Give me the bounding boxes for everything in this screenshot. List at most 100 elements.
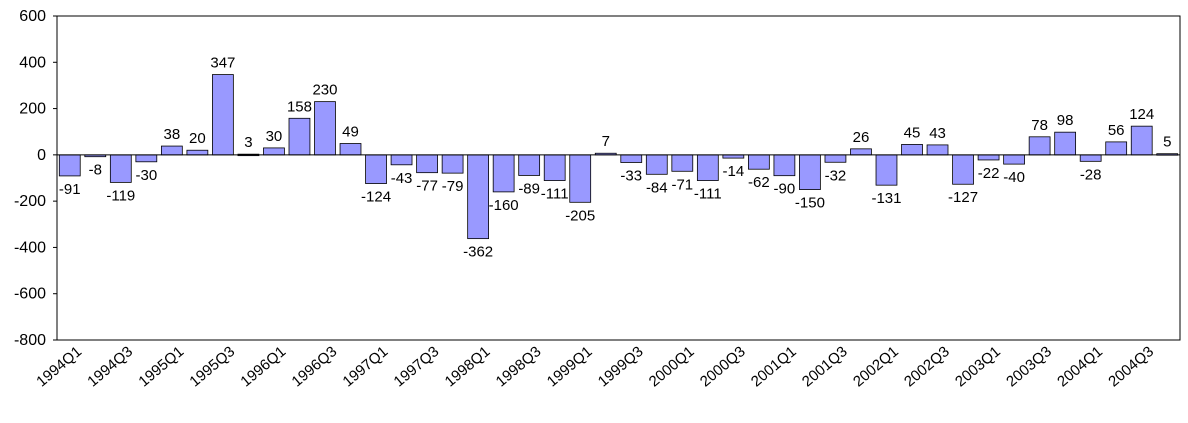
data-label: -91 (59, 181, 81, 198)
data-label: -32 (825, 167, 847, 184)
bar (263, 147, 285, 156)
data-label: 230 (312, 82, 337, 99)
bar (620, 154, 643, 163)
x-tick-label: 1999Q3 (595, 343, 647, 390)
x-tick-label: 1997Q3 (391, 343, 443, 390)
data-label: -90 (774, 181, 796, 198)
bar (492, 154, 515, 193)
data-label: 30 (266, 128, 283, 145)
data-label: 20 (189, 130, 206, 147)
x-tick-label: 2004Q1 (1054, 343, 1106, 390)
x-tick-label: 2004Q3 (1105, 343, 1157, 390)
y-tick-label: 400 (19, 54, 46, 71)
y-tick-label: -200 (14, 193, 46, 210)
data-label: -111 (694, 186, 722, 203)
data-label: -14 (723, 163, 745, 180)
data-label: -43 (391, 170, 413, 187)
data-label: -119 (106, 187, 135, 204)
data-label: 49 (342, 124, 359, 141)
data-label: -150 (795, 195, 825, 212)
y-tick-label: -600 (14, 286, 46, 303)
data-label: 45 (904, 124, 921, 141)
data-label: 43 (929, 125, 946, 142)
data-label: 26 (853, 129, 870, 146)
x-tick-label: 2003Q3 (1003, 343, 1055, 390)
data-label: 56 (1108, 122, 1125, 139)
data-label: -40 (1003, 169, 1025, 186)
bar (850, 148, 872, 156)
x-tick-label: 1996Q3 (288, 343, 340, 390)
data-label: 7 (602, 133, 610, 150)
bar (952, 154, 974, 185)
bar (518, 154, 541, 176)
bar (824, 154, 847, 163)
data-label: 5 (1163, 134, 1171, 151)
data-label: -205 (565, 207, 595, 224)
data-label: -62 (748, 174, 770, 191)
data-label: -127 (948, 189, 978, 206)
data-label: -28 (1080, 166, 1102, 183)
bar (186, 149, 209, 156)
bar (390, 154, 413, 166)
data-label: -8 (89, 162, 102, 179)
bar (1003, 154, 1025, 165)
y-tick-label: 0 (37, 147, 46, 164)
bar (365, 154, 387, 184)
plot-area-frame (56, 15, 1181, 341)
data-label: -131 (871, 190, 901, 207)
x-tick-label: 1998Q1 (442, 343, 494, 390)
bar (288, 117, 311, 156)
bar (773, 154, 796, 177)
bar (160, 145, 183, 156)
data-label: 98 (1057, 112, 1074, 129)
x-tick-label: 1996Q1 (237, 343, 289, 390)
x-tick-label: 2001Q3 (799, 343, 851, 390)
data-label: -22 (978, 165, 1000, 182)
data-label: -111 (541, 186, 569, 203)
x-tick-label: 2001Q1 (748, 343, 800, 390)
bar (1054, 131, 1077, 156)
bar (1105, 141, 1128, 156)
data-label: 78 (1031, 117, 1048, 134)
data-label: 3 (244, 134, 252, 151)
data-label: -30 (135, 167, 157, 184)
data-label: -362 (463, 244, 493, 261)
data-label: 124 (1129, 106, 1154, 123)
x-tick-label: 1997Q1 (340, 343, 392, 390)
bar (109, 154, 132, 183)
bar (671, 154, 694, 172)
x-tick-label: 1999Q1 (544, 343, 596, 390)
x-tick-label: 2003Q1 (952, 343, 1004, 390)
bar (901, 144, 923, 156)
data-label: -84 (646, 179, 668, 196)
bar (569, 154, 592, 203)
bar (1028, 136, 1051, 156)
y-tick-label: -400 (14, 239, 46, 256)
bar (314, 101, 336, 156)
data-label: -71 (671, 176, 693, 193)
bar (696, 154, 719, 181)
x-tick-label: 2000Q3 (697, 343, 749, 390)
bar (339, 143, 362, 156)
bar (441, 154, 464, 174)
bar (645, 154, 668, 175)
x-tick-label: 2002Q3 (901, 343, 953, 390)
bar (212, 74, 234, 156)
data-label: -79 (442, 178, 464, 195)
data-label: 38 (164, 126, 181, 143)
x-tick-label: 2002Q1 (850, 343, 902, 390)
bar (416, 154, 438, 174)
bar (926, 144, 949, 156)
bar (875, 154, 898, 186)
bar (748, 154, 770, 170)
bar (135, 154, 158, 163)
y-tick-label: -800 (14, 332, 46, 349)
x-tick-label: 1995Q1 (135, 343, 187, 390)
x-tick-label: 2000Q1 (646, 343, 698, 390)
bar (1130, 125, 1153, 156)
data-label: 347 (210, 55, 235, 72)
bar (977, 154, 1000, 161)
bar (58, 154, 81, 177)
